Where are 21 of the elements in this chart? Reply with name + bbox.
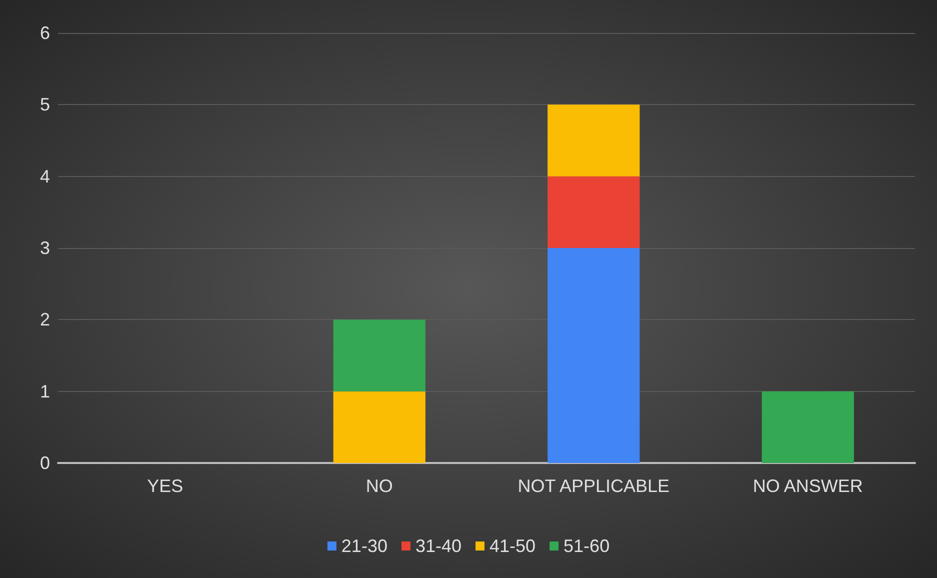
y-tick-label: 2 [40,310,50,330]
x-tick-label: NOT APPLICABLE [518,476,670,496]
bar [548,248,640,463]
y-tick-label: 4 [40,166,50,186]
bar [762,391,854,463]
y-tick-label: 6 [40,23,50,43]
bar [333,320,426,392]
legend-label: 41-50 [490,536,536,556]
y-tick-label: 5 [40,94,50,115]
x-tick-label: NO ANSWER [752,476,863,496]
x-tick-label: NO [366,476,393,496]
x-tick-label: YES [147,476,184,496]
y-tick-label: 1 [40,381,50,402]
bar [333,391,426,463]
bar [548,176,640,248]
bar [548,104,640,176]
y-tick-label: 0 [40,453,50,473]
legend-label: 21-30 [341,536,388,556]
legend-label: 51-60 [564,536,610,556]
legend-label: 31-40 [415,536,462,556]
y-tick-label: 3 [40,238,50,258]
